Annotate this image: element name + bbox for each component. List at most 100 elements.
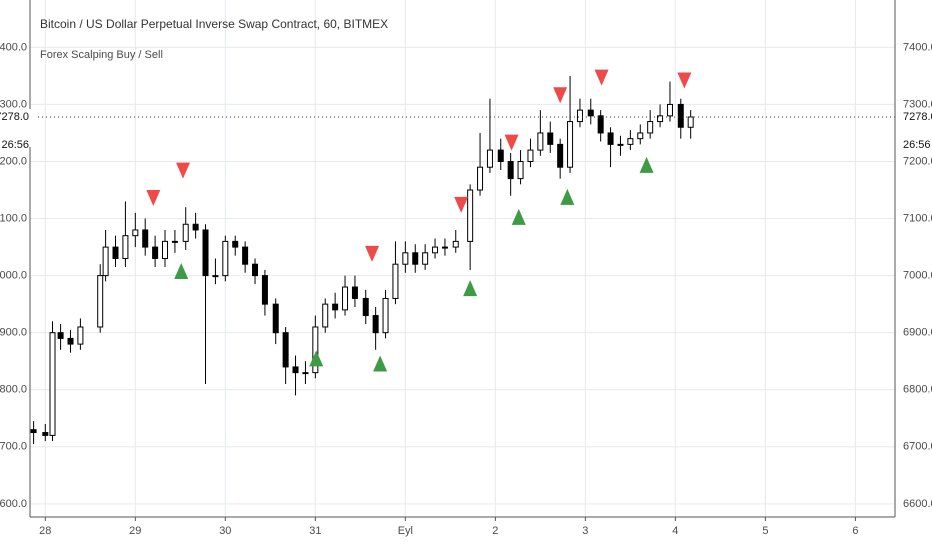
candle-body bbox=[392, 263, 399, 299]
candle-body bbox=[587, 109, 594, 117]
candle-body bbox=[312, 326, 319, 374]
y-tick-label-right: 7000.0 bbox=[903, 270, 932, 282]
x-tick-label: 4 bbox=[672, 525, 678, 537]
x-tick-label: 2 bbox=[492, 525, 498, 537]
candle-body bbox=[576, 109, 583, 123]
sell-signal bbox=[454, 196, 469, 213]
candle-body bbox=[192, 223, 199, 231]
candle-body bbox=[637, 132, 644, 140]
y-tick-label-right: 6900.0 bbox=[903, 327, 932, 339]
candle-body bbox=[657, 115, 664, 123]
candle-body bbox=[372, 315, 379, 334]
y-tick-label: 7400.0 bbox=[0, 41, 27, 53]
candle-body bbox=[597, 115, 604, 134]
x-tick-label: 3 bbox=[582, 525, 588, 537]
y-tick-label-right: 7300.0 bbox=[903, 98, 932, 110]
x-tick-label: 28 bbox=[39, 525, 51, 537]
candle-body bbox=[497, 149, 504, 162]
candle-body bbox=[162, 240, 169, 260]
candle-body bbox=[182, 223, 189, 242]
x-tick-label: 31 bbox=[309, 525, 321, 537]
sell-signal bbox=[176, 162, 191, 179]
candle-body bbox=[362, 297, 369, 317]
candle-body bbox=[507, 160, 514, 180]
last-price-label: 7278.0 bbox=[0, 111, 29, 123]
candle-body bbox=[477, 166, 484, 191]
candle-body bbox=[302, 372, 309, 375]
candle-body bbox=[272, 303, 279, 334]
candle-body bbox=[222, 240, 229, 277]
candle-body bbox=[142, 229, 149, 248]
candle-body bbox=[517, 160, 524, 180]
candle-body bbox=[382, 297, 389, 334]
candle-body bbox=[171, 240, 178, 243]
candle-body bbox=[627, 138, 634, 145]
candle-body bbox=[666, 103, 673, 117]
y-tick-label-right: 7400.0 bbox=[903, 41, 932, 53]
y-tick-label-right: 6800.0 bbox=[903, 384, 932, 396]
candle-body bbox=[677, 103, 684, 128]
candle-body bbox=[322, 303, 329, 328]
candle-body bbox=[687, 116, 694, 128]
y-tick-label: 6600.0 bbox=[0, 498, 27, 510]
candle-body bbox=[242, 246, 249, 265]
indicator-name: Forex Scalping Buy / Sell bbox=[40, 49, 163, 61]
y-tick-label: 6900.0 bbox=[0, 327, 27, 339]
y-tick-label-right: 7200.0 bbox=[903, 155, 932, 167]
candle-body bbox=[351, 286, 358, 299]
y-tick-label: 6700.0 bbox=[0, 441, 27, 453]
y-tick-label-right: 7100.0 bbox=[903, 212, 932, 224]
buy-signal bbox=[309, 350, 324, 367]
buy-signal bbox=[511, 208, 526, 225]
candle-body bbox=[567, 121, 574, 168]
candle-body bbox=[557, 143, 564, 168]
candle-body bbox=[342, 286, 349, 311]
buy-signal bbox=[639, 156, 654, 173]
candle-body bbox=[292, 366, 299, 374]
x-tick-label: Eyl bbox=[398, 525, 413, 537]
candle-body bbox=[202, 229, 209, 277]
candle-body bbox=[282, 332, 289, 368]
sell-signal bbox=[677, 72, 692, 89]
candle-body bbox=[122, 235, 129, 259]
candle-body bbox=[152, 246, 159, 260]
candle-body bbox=[77, 326, 84, 345]
buy-signal bbox=[174, 263, 189, 280]
x-tick-label: 5 bbox=[762, 525, 768, 537]
buy-signal bbox=[373, 355, 388, 372]
countdown-label: 26:56 bbox=[903, 139, 931, 151]
chart-title: Bitcoin / US Dollar Perpetual Inverse Sw… bbox=[40, 17, 388, 31]
sell-signal bbox=[504, 134, 519, 151]
candle-body bbox=[486, 149, 493, 168]
x-tick-label: 6 bbox=[852, 525, 858, 537]
candle-body bbox=[261, 275, 268, 305]
countdown-label: 26:56 bbox=[1, 139, 29, 151]
sell-signal bbox=[553, 87, 568, 104]
x-tick-label: 29 bbox=[129, 525, 141, 537]
sell-signal bbox=[146, 190, 161, 207]
candle-body bbox=[537, 132, 544, 151]
candle-body bbox=[527, 149, 534, 162]
candle-body bbox=[332, 303, 339, 311]
candle-body bbox=[112, 246, 119, 260]
candle-body bbox=[452, 240, 459, 248]
candle-body bbox=[402, 252, 409, 265]
y-tick-label: 7200.0 bbox=[0, 155, 27, 167]
candle-body bbox=[441, 246, 448, 249]
candle-body bbox=[30, 429, 37, 434]
price-tag bbox=[0, 108, 36, 147]
candle-body bbox=[607, 132, 614, 145]
candle-body bbox=[547, 132, 554, 145]
candle-body bbox=[42, 432, 49, 436]
buy-signal bbox=[463, 280, 478, 297]
candle-body bbox=[432, 246, 439, 254]
candle-body bbox=[232, 240, 239, 248]
x-tick-label: 30 bbox=[219, 525, 231, 537]
sell-signal bbox=[365, 245, 380, 262]
candle-body bbox=[412, 252, 419, 265]
buy-signal bbox=[560, 188, 575, 205]
y-tick-label: 7100.0 bbox=[0, 212, 27, 224]
candle-body bbox=[49, 332, 56, 436]
